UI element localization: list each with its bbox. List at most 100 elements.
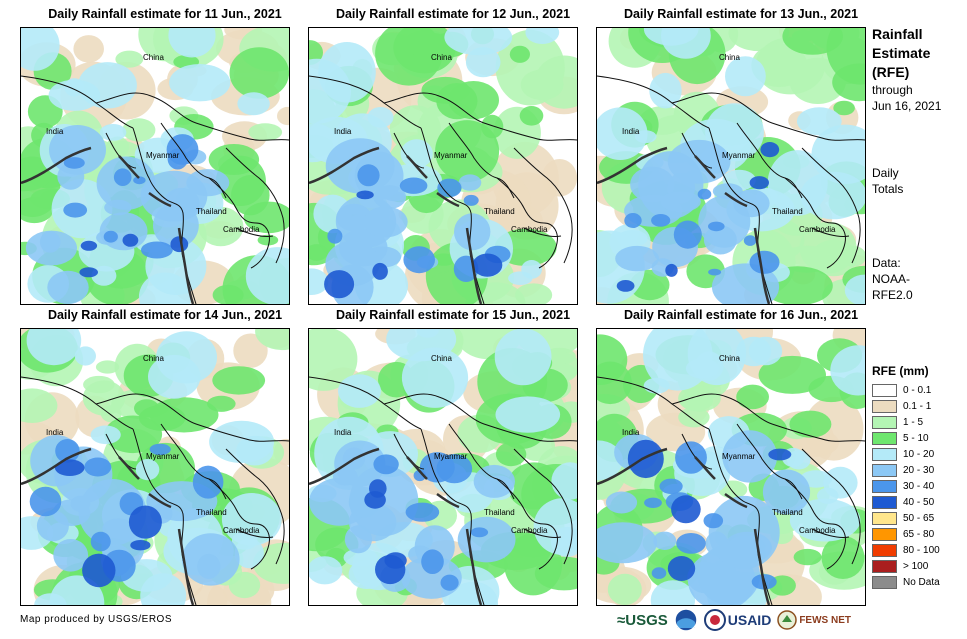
rainfall-patch [369,479,387,498]
legend-label: > 100 [903,560,929,572]
rainfall-patch [436,454,473,484]
rainfall-patch [90,531,111,552]
label-thailand: Thailand [772,508,803,517]
india-border [21,75,134,129]
legend: RFE (mm) 0 - 0.1 0.1 - 1 1 - 5 5 - 10 10 - 2… [872,364,940,590]
rainfall-patch [55,439,80,463]
rainfall-patch [338,374,381,408]
rainfall-patch [148,354,201,399]
thailand-border [784,177,846,269]
legend-swatch [872,447,897,461]
rainfall-layer [309,28,577,304]
legend-row: 1 - 5 [872,414,940,430]
rainfall-patch [678,407,710,428]
rainfall-patch [708,268,722,276]
rainfall-patch [634,130,657,144]
legend-row: 5 - 10 [872,430,940,446]
rainfall-patch [521,260,542,279]
map-labels: China India Myanmar Thailand Cambodia [334,53,548,234]
rainfall-patch [615,245,659,272]
daily-line-1: Daily [872,166,899,180]
rainfall-patch [817,487,839,504]
rainfall-patch [768,448,792,461]
rainfall-patch [671,495,701,524]
title-line-2: Estimate [872,45,931,61]
rainfall-patch [605,491,638,514]
rainfall-patch [357,164,380,187]
coastline [309,447,483,605]
rainfall-patch [95,360,120,374]
legend-swatch [872,399,897,413]
rainfall-patch [708,495,780,569]
rainfall-patch [257,234,279,246]
coast-layer [309,146,483,304]
rainfall-patch [309,329,358,391]
label-myanmar: Myanmar [434,452,468,461]
rainfall-patch [676,533,706,554]
rainfall-patch [748,336,783,366]
rainfall-patch [215,155,266,206]
sidebar-data: Data: NOAA- RFE2.0 [872,255,913,303]
legend-row: 80 - 100 [872,542,940,558]
thailand-border [208,177,270,269]
rainfall-patch [743,235,757,246]
rainfall-patch [406,32,454,59]
rainfall-patch [356,190,374,200]
rainfall-panel-1: Daily Rainfall estimate for 11 Jun., 202… [20,5,310,305]
rainfall-patch [91,265,117,286]
rainfall-patch [722,430,778,483]
rainfall-patch [90,425,121,445]
map-labels: China India Myanmar Thailand Cambodia [46,53,260,234]
legend-label: 20 - 30 [903,464,935,476]
rainfall-map: China India Myanmar Thailand Cambodia [308,328,578,606]
myanmar-east-border [160,423,227,500]
myanmar-east-border [736,122,803,199]
rainfall-patch [324,270,355,299]
rainfall-patch [53,539,89,572]
rainfall-patch [597,361,632,405]
rainfall-patch [48,79,101,111]
rainfall-patch [209,420,275,464]
legend-swatch [872,383,897,397]
legend-row: 10 - 20 [872,446,940,462]
rainfall-patch [63,157,85,169]
coast-layer [309,447,483,605]
sidebar-title: Rainfall Estimate (RFE) through Jun 16, … [872,25,941,114]
myanmar-east-border [736,423,803,500]
rainfall-patch [782,28,843,55]
china-border [671,393,865,442]
rainfall-patch [192,465,224,499]
rainfall-patch [767,150,828,216]
rainfall-patch [509,45,530,63]
laos-border [801,448,861,565]
coastline [597,447,771,605]
through-line-1: through [872,83,913,97]
rainfall-patch [494,329,552,386]
rainfall-patch [234,538,264,569]
india-border [597,376,710,430]
rainfall-patch [21,197,54,224]
coast-layer [597,447,771,605]
thailand-border [496,177,558,269]
label-myanmar: Myanmar [722,151,756,160]
rainfall-patch [47,270,89,304]
rainfall-patch [332,467,358,486]
rainfall-patch [660,191,701,213]
rainfall-patch [248,123,283,141]
rainfall-patch [435,120,500,183]
legend-row: 0.1 - 1 [872,398,940,414]
label-cambodia: Cambodia [223,225,260,234]
rainfall-patch [167,148,188,170]
legend-label: 10 - 20 [903,448,935,460]
rainfall-patch [122,118,156,142]
rainfall-patch [141,241,173,259]
rainfall-patch [519,106,544,126]
label-thailand: Thailand [484,207,515,216]
map-svg: China India Myanmar Thailand Cambodia [309,329,577,605]
label-cambodia: Cambodia [799,225,836,234]
rainfall-patch [207,395,236,412]
thailand-border [208,478,270,570]
rainfall-patch [29,486,62,517]
rainfall-patch [133,176,146,185]
china-border [383,393,577,442]
